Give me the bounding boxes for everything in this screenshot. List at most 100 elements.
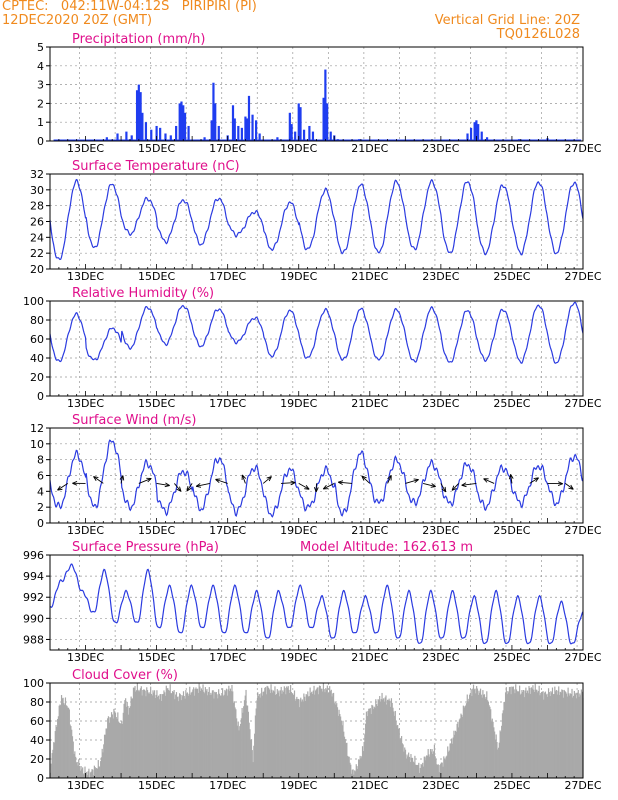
cloud-bar: [327, 693, 329, 778]
cloud-bar: [92, 769, 94, 778]
cloud-bar: [214, 691, 216, 778]
cloud-bar: [100, 757, 103, 778]
cloud-bar: [501, 713, 504, 778]
cloud-bar: [299, 699, 301, 778]
cloud-bar: [150, 686, 152, 778]
cloud-bar: [106, 728, 108, 778]
cloud-bar: [71, 729, 73, 778]
cloud-bar: [360, 758, 362, 778]
cloud-bar: [268, 689, 271, 778]
cloud-bar: [508, 687, 511, 778]
cloud-bar: [103, 744, 105, 778]
cloud-bar: [59, 704, 61, 778]
cloud-bar: [239, 726, 241, 778]
cloud-bar: [370, 713, 372, 778]
precip-bar: [135, 90, 139, 141]
cloud-bar: [165, 685, 167, 778]
wind-arrow: [262, 476, 272, 484]
panel-3-ytick-label: 2: [37, 501, 44, 514]
cloud-bar: [305, 694, 307, 778]
cloud-bar: [412, 761, 414, 778]
panel-4-xtick-label: 13DEC: [67, 651, 104, 664]
cloud-bar: [531, 688, 533, 778]
panel-5-xtick-label: 25DEC: [493, 779, 530, 792]
cloud-bar: [315, 689, 317, 778]
cloud-bar: [427, 749, 429, 778]
cloud-bar: [532, 685, 534, 778]
cloud-bar: [386, 704, 388, 778]
wind-arrow-head: [361, 475, 367, 481]
cloud-bar: [381, 692, 383, 778]
wind-arrow-head: [195, 483, 202, 488]
cloud-bar: [472, 684, 475, 778]
cloud-bar: [81, 769, 83, 778]
cloud-bar: [460, 713, 462, 778]
cloud-bar: [429, 749, 432, 778]
cloud-bar: [320, 688, 322, 778]
precip-bar: [466, 133, 469, 141]
panel-4-xtick-label: 15DEC: [138, 651, 175, 664]
panel-5-ytick-label: 60: [30, 715, 44, 728]
cloud-bar: [475, 693, 477, 778]
cloud-bar: [546, 693, 548, 778]
cloud-bar: [239, 723, 242, 778]
cloud-bar: [567, 687, 569, 778]
panel-3-ytick-label: 6: [37, 470, 44, 483]
wind-arrow: [422, 482, 436, 487]
cloud-bar: [276, 689, 278, 778]
cloud-bar: [549, 696, 551, 778]
cloud-bar: [297, 699, 299, 778]
precip-bar: [175, 125, 178, 141]
cloud-bar: [158, 699, 160, 778]
cloud-bar: [279, 690, 282, 778]
cloud-bar: [103, 734, 106, 778]
wind-arrow-head: [164, 482, 170, 488]
panel-4-bg: [50, 555, 583, 650]
cloud-bar: [529, 687, 531, 778]
cloud-bar: [139, 688, 142, 778]
cloud-bar: [490, 721, 493, 778]
precip-bar: [473, 122, 476, 141]
cloud-bar: [528, 686, 530, 778]
panel-5-ytick-label: 20: [30, 753, 44, 766]
cloud-bar: [222, 696, 224, 778]
cloud-bar: [69, 724, 71, 778]
panel-3-xtick-label: 25DEC: [493, 524, 530, 537]
cloud-bar: [84, 766, 86, 778]
panel-3-ytick-label: 4: [37, 485, 44, 498]
wind-arrow-head: [322, 484, 329, 490]
cloud-bar: [143, 689, 146, 778]
cloud-bar: [246, 705, 249, 778]
cloud-bar: [273, 691, 275, 778]
wind-arrow-head: [93, 476, 99, 482]
cloud-bar: [487, 701, 489, 778]
cloud-bar: [467, 701, 469, 778]
cloud-bar: [495, 734, 497, 778]
cloud-bar: [182, 691, 185, 778]
panel-3-ytick-label: 10: [30, 438, 44, 451]
panel-2-bg: [50, 301, 583, 396]
wind-arrow-head: [338, 480, 344, 485]
cloud-bar: [131, 698, 133, 778]
cloud-bar: [553, 693, 555, 778]
cloud-bar: [205, 690, 207, 778]
cloud-bar: [557, 690, 559, 778]
panel-4-ytick-label: 988: [23, 633, 44, 646]
cloud-bar: [522, 690, 525, 778]
cloud-bar: [123, 703, 125, 778]
cloud-bar: [312, 690, 314, 778]
cloud-bar: [323, 689, 325, 778]
panel-3-ytick-label: 12: [30, 422, 44, 435]
cloud-bar: [288, 689, 290, 778]
cloud-bar: [272, 690, 274, 778]
cloud-bar: [100, 761, 102, 778]
wind-arrow: [120, 475, 124, 484]
precip-bar: [180, 101, 183, 141]
cloud-bar: [148, 692, 150, 778]
cloud-bar: [504, 701, 506, 778]
cloud-bar: [349, 762, 351, 778]
wind-arrow-head: [483, 478, 489, 483]
cloud-bar: [121, 723, 124, 778]
cloud-bar: [332, 692, 335, 778]
cloud-bar: [547, 696, 549, 778]
